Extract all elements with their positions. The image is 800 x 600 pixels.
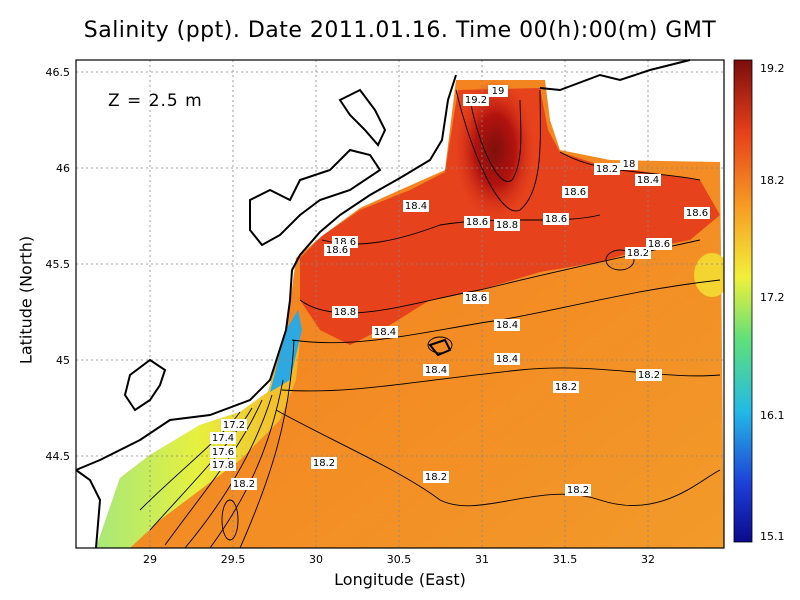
svg-text:18.2: 18.2 xyxy=(313,458,335,469)
svg-text:18.2: 18.2 xyxy=(425,472,447,483)
coastline xyxy=(75,59,691,549)
svg-text:18.6: 18.6 xyxy=(545,214,567,225)
contour-label: 18.6 xyxy=(684,207,710,219)
contour-label: 18.2 xyxy=(423,471,449,483)
svg-text:18.6: 18.6 xyxy=(648,239,670,250)
y-tick-label: 46.5 xyxy=(46,66,71,79)
contour-label: 18.6 xyxy=(464,216,490,228)
svg-text:18.4: 18.4 xyxy=(496,354,518,365)
colorbar-tick-label: 17.2 xyxy=(760,291,785,304)
svg-text:18.6: 18.6 xyxy=(326,245,348,256)
y-tick-label: 46 xyxy=(56,162,70,175)
contour-label: 18.4 xyxy=(494,353,520,365)
svg-text:18.8: 18.8 xyxy=(334,307,356,318)
y-tick-label: 44.5 xyxy=(46,450,71,463)
y-tick-label: 45 xyxy=(56,354,70,367)
contour-label: 18.6 xyxy=(543,213,569,225)
svg-text:18.2: 18.2 xyxy=(233,479,255,490)
contour-label: 18.2 xyxy=(231,478,257,490)
svg-text:18.4: 18.4 xyxy=(496,320,518,331)
y-tick-labels: 44.5 45 45.5 46 46.5 xyxy=(46,66,71,463)
svg-text:18.4: 18.4 xyxy=(405,201,427,212)
contour-label: 18.8 xyxy=(332,306,358,318)
svg-text:18.6: 18.6 xyxy=(334,237,356,248)
contour-label: 18.6 xyxy=(463,292,489,304)
svg-text:18.6: 18.6 xyxy=(564,187,586,198)
contour-label: 18.2 xyxy=(553,381,579,393)
svg-text:18.2: 18.2 xyxy=(627,248,649,259)
svg-text:18.2: 18.2 xyxy=(596,164,618,175)
colorbar-tick-label: 18.2 xyxy=(760,174,785,187)
contour-label: 18.8 xyxy=(494,219,520,231)
svg-text:18.2: 18.2 xyxy=(567,485,589,496)
x-tick-label: 31 xyxy=(475,553,489,566)
svg-text:19: 19 xyxy=(492,86,505,97)
svg-text:18.2: 18.2 xyxy=(638,370,660,381)
svg-text:17.8: 17.8 xyxy=(212,460,234,471)
contour-label: 18.6 xyxy=(646,238,672,250)
contour-label-group: 19 19.2 18.2 18 18.4 18.6 18.6 18.6 18.8… xyxy=(210,85,710,496)
svg-text:18.6: 18.6 xyxy=(466,217,488,228)
svg-text:18.4: 18.4 xyxy=(374,327,396,338)
svg-text:18.6: 18.6 xyxy=(465,293,487,304)
svg-text:18.4: 18.4 xyxy=(637,175,659,186)
contour-label: 19 xyxy=(488,85,508,97)
x-tick-label: 32 xyxy=(641,553,655,566)
contour-label: 18.4 xyxy=(494,319,520,331)
contour-label: 18.4 xyxy=(403,200,429,212)
contour-label: 19.2 xyxy=(463,94,489,106)
x-axis-label: Longitude (East) xyxy=(334,570,466,589)
colorbar xyxy=(733,59,753,543)
colorbar-tick-labels: 19.2 18.2 17.2 16.1 15.1 xyxy=(760,62,785,543)
contour-label: 17.4 xyxy=(210,432,236,444)
svg-text:18: 18 xyxy=(623,159,636,170)
x-tick-labels: 29 29.5 30 30.5 31 31.5 32 xyxy=(143,553,655,566)
svg-text:17.2: 17.2 xyxy=(223,420,245,431)
svg-text:19.2: 19.2 xyxy=(465,95,487,106)
contour-label: 18.4 xyxy=(635,174,661,186)
colorbar-tick-label: 19.2 xyxy=(760,62,785,75)
x-tick-label: 29.5 xyxy=(221,553,246,566)
svg-text:18.2: 18.2 xyxy=(555,382,577,393)
depth-label: Z = 2.5 m xyxy=(108,91,203,111)
colorbar-tick-label: 16.1 xyxy=(760,409,785,422)
contour-label: 18.2 xyxy=(311,457,337,469)
svg-text:18.8: 18.8 xyxy=(496,220,518,231)
contour-label: 18.2 xyxy=(565,484,591,496)
svg-text:17.4: 17.4 xyxy=(212,433,234,444)
x-tick-label: 30 xyxy=(309,553,323,566)
plot-frame xyxy=(75,59,725,549)
contour-label: 18.2 xyxy=(594,163,620,175)
contour-label: 17.2 xyxy=(221,419,247,431)
contour-label: 18.6 xyxy=(324,244,350,256)
contour-label: 17.6 xyxy=(210,446,236,458)
contour-label: 18.6 xyxy=(562,186,588,198)
contour-label: 18.4 xyxy=(372,326,398,338)
svg-text:18.6: 18.6 xyxy=(686,208,708,219)
svg-text:18.4: 18.4 xyxy=(425,365,447,376)
x-tick-label: 29 xyxy=(143,553,157,566)
svg-text:17.6: 17.6 xyxy=(212,447,234,458)
y-tick-label: 45.5 xyxy=(46,258,71,271)
contour-label: 18.2 xyxy=(636,369,662,381)
colorbar-tick-label: 15.1 xyxy=(760,530,785,543)
map-title: Salinity (ppt). Date 2011.01.16. Time 00… xyxy=(83,18,717,43)
contour-label: 17.8 xyxy=(210,459,236,471)
salinity-field xyxy=(76,60,724,548)
contour-label: 18.2 xyxy=(625,247,651,259)
contour-label: 18.4 xyxy=(423,364,449,376)
contour-label: 18 xyxy=(620,158,638,170)
x-tick-label: 30.5 xyxy=(387,553,412,566)
x-tick-label: 31.5 xyxy=(553,553,578,566)
